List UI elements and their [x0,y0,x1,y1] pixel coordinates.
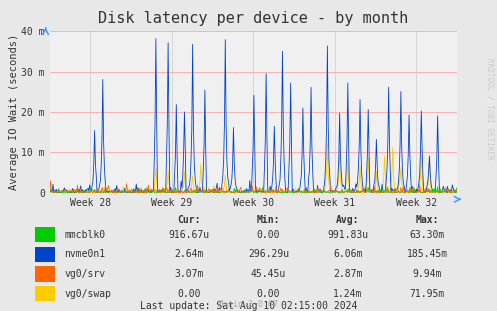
Text: 45.45u: 45.45u [251,269,286,279]
FancyBboxPatch shape [35,247,55,262]
FancyBboxPatch shape [35,266,55,282]
Text: 1.24m: 1.24m [333,289,363,299]
Text: 916.67u: 916.67u [168,230,209,240]
Text: 2.87m: 2.87m [333,269,363,279]
Text: Avg:: Avg: [336,215,360,225]
Text: Last update: Sat Aug 10 02:15:00 2024: Last update: Sat Aug 10 02:15:00 2024 [140,301,357,311]
Text: 0.00: 0.00 [177,289,201,299]
Text: 296.29u: 296.29u [248,249,289,259]
FancyBboxPatch shape [35,227,55,243]
Text: 2.64m: 2.64m [174,249,204,259]
Text: 185.45m: 185.45m [407,249,448,259]
Text: mmcblk0: mmcblk0 [65,230,106,240]
Text: Max:: Max: [415,215,439,225]
FancyBboxPatch shape [35,286,55,301]
Y-axis label: Average IO Wait (seconds): Average IO Wait (seconds) [8,34,18,190]
Text: 991.83u: 991.83u [328,230,368,240]
Text: 0.00: 0.00 [256,230,280,240]
Text: 9.94m: 9.94m [413,269,442,279]
Text: 6.06m: 6.06m [333,249,363,259]
Text: RRDTOOL / TOBI OETIKER: RRDTOOL / TOBI OETIKER [486,58,495,160]
Text: Min:: Min: [256,215,280,225]
Text: 63.30m: 63.30m [410,230,445,240]
Text: vg0/srv: vg0/srv [65,269,106,279]
Text: nvme0n1: nvme0n1 [65,249,106,259]
Text: 71.95m: 71.95m [410,289,445,299]
Text: Munin 2.0.67: Munin 2.0.67 [219,300,278,309]
Text: 3.07m: 3.07m [174,269,204,279]
Text: vg0/swap: vg0/swap [65,289,112,299]
Title: Disk latency per device - by month: Disk latency per device - by month [98,11,409,26]
Text: Cur:: Cur: [177,215,201,225]
Text: 0.00: 0.00 [256,289,280,299]
